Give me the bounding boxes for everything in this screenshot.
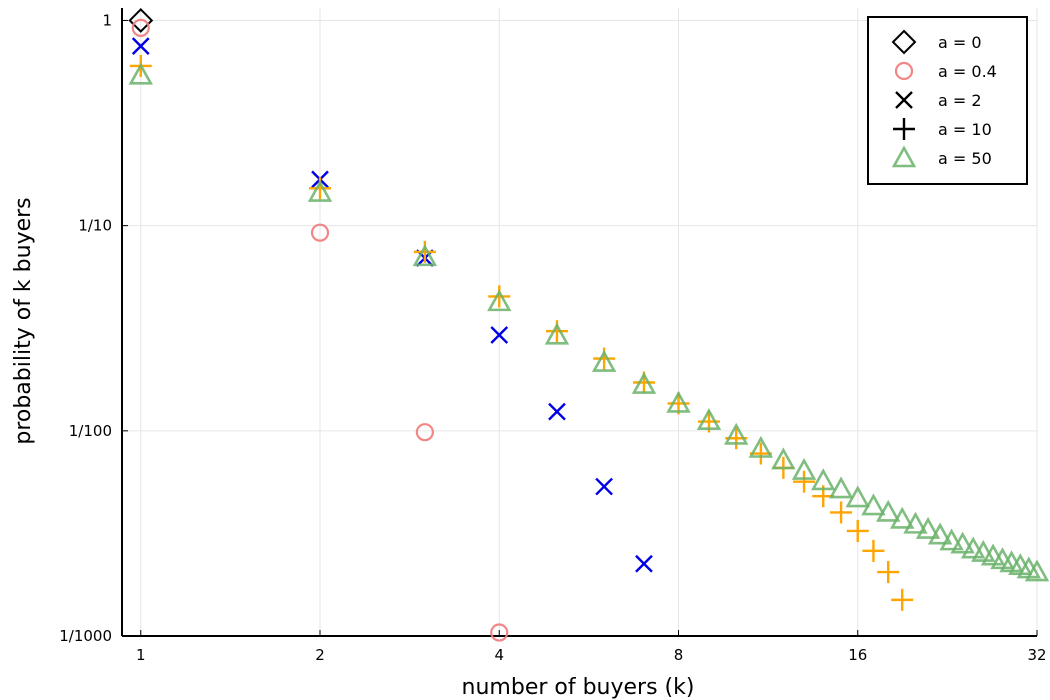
data-point-triangle (903, 511, 928, 534)
data-point-triangle (128, 62, 153, 85)
data-point-triangle (307, 179, 333, 202)
data-point-plus (846, 519, 869, 542)
data-point-triangle (771, 447, 796, 470)
x-marker-stroke (490, 326, 509, 344)
legend-marker-triangle (891, 145, 917, 168)
data-point-triangle (927, 522, 953, 545)
data-point-plus (488, 285, 511, 308)
y-tick-label: 1/10 (78, 217, 112, 235)
legend-label: a = 10 (938, 120, 992, 139)
data-point-plus (862, 539, 885, 562)
data-point-triangle (696, 408, 722, 431)
data-point-circle (490, 623, 509, 642)
legend-marker-circle (894, 61, 914, 81)
data-point-triangle (666, 390, 691, 413)
data-point-diamond (128, 8, 154, 33)
data-point-triangle (939, 528, 964, 551)
x-axis-label: number of buyers (k) (462, 675, 695, 700)
data-point-triangle (960, 536, 986, 559)
y-tick-label: 1/100 (69, 422, 112, 440)
legend-label: a = 0.4 (938, 62, 997, 81)
data-point-triangle (631, 371, 657, 394)
series-plus (129, 54, 914, 611)
legend-label: a = 50 (938, 149, 992, 168)
data-point-triangle (487, 289, 512, 312)
data-point-triangle (591, 349, 617, 372)
data-point-triangle (915, 516, 941, 539)
y-tick-label: 1/1000 (59, 627, 112, 645)
data-point-x (490, 326, 509, 344)
x-tick-label: 4 (494, 646, 504, 664)
data-point-circle (131, 18, 150, 37)
legend-label: a = 0 (938, 33, 982, 52)
tick-labels: 1 2 4 8 16 32 1/1000 1/100 1/10 1 (59, 11, 1046, 664)
y-tick-label: 1 (102, 11, 112, 29)
legend-label: a = 2 (938, 91, 982, 110)
data-point-plus (877, 561, 900, 584)
data-point-triangle (828, 476, 854, 499)
data-markers (128, 8, 1050, 642)
y-axis-label: probability of k buyers (11, 197, 36, 444)
legend-marker-x (895, 91, 913, 109)
legend-marker-diamond (891, 29, 917, 55)
data-point-x (548, 402, 566, 421)
data-point-triangle (811, 468, 836, 491)
data-point-x (131, 37, 150, 55)
legend-marker-plus (893, 118, 915, 140)
data-point-x (595, 477, 613, 496)
data-point-triangle (845, 485, 870, 508)
data-point-plus (830, 501, 853, 524)
x-marker-stroke (595, 477, 613, 496)
x-tick-label: 16 (848, 646, 867, 664)
data-point-triangle (748, 435, 774, 458)
data-point-triangle (412, 244, 438, 267)
data-point-circle (415, 423, 434, 442)
data-point-triangle (791, 457, 817, 480)
x-marker-stroke (131, 37, 150, 55)
data-point-triangle (950, 531, 975, 554)
data-point-triangle (861, 493, 886, 516)
series-triangle (128, 62, 1050, 582)
x-tick-label: 8 (674, 646, 684, 664)
x-tick-label: 1 (136, 646, 146, 664)
data-point-triangle (971, 539, 996, 562)
x-marker-stroke (895, 91, 913, 109)
axes (121, 8, 1038, 637)
series-circle (131, 18, 509, 642)
data-point-triangle (724, 422, 749, 445)
data-point-triangle (544, 322, 570, 345)
x-marker-stroke (548, 402, 566, 421)
data-point-triangle (876, 499, 901, 522)
x-tick-label: 32 (1027, 646, 1046, 664)
x-marker-stroke (635, 554, 653, 573)
data-point-triangle (889, 506, 915, 529)
data-point-triangle (1024, 559, 1050, 582)
data-point-circle (310, 223, 330, 242)
data-point-plus (793, 470, 816, 493)
x-tick-label: 2 (315, 646, 325, 664)
legend: a = 0 a = 0.4 a = 2 a = 10 a = 50 (867, 16, 1028, 185)
data-point-x (635, 554, 653, 573)
data-point-plus (891, 588, 914, 611)
series-diamond (128, 8, 154, 33)
